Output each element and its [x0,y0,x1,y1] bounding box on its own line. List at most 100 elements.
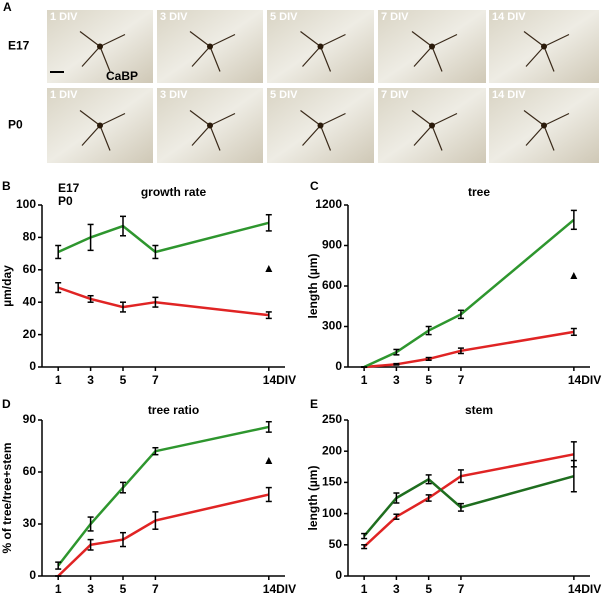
error-bar [55,561,62,570]
error-bar [120,481,126,494]
error-bar [570,327,577,337]
error-bar [152,511,159,530]
error-bar [393,513,400,520]
y-tick-label: 300 [322,319,342,333]
y-tick-label: 250 [322,412,342,426]
day-label: 14 DIV [492,89,526,101]
x-tick-label: 5 [425,582,432,596]
error-bar [120,215,126,237]
error-bar [457,502,464,512]
series-line [363,474,575,537]
y-axis-label: µm/day [0,265,14,307]
error-bar [152,296,159,308]
soma [541,122,547,129]
neuron [300,31,346,72]
x-tick-label: 5 [120,582,127,596]
series-line [57,286,269,317]
error-bar [87,223,94,252]
micrograph: 7 DIV [378,88,486,163]
micrograph: 1 DIV [47,88,153,163]
x-tick-label: 7 [152,373,159,387]
panel-letter: B [2,179,11,193]
error-bar [425,325,432,336]
day-label: 1 DIV [50,11,78,23]
significance-marker: ▲ [568,268,580,282]
error-bar [425,494,432,502]
stain-label: CaBP [106,69,138,83]
y-tick-label: 60 [23,262,37,276]
error-bar [87,294,94,303]
y-tick-label: 1200 [315,197,342,211]
chart-title: growth rate [141,185,207,199]
x-tick-label: 3 [393,582,400,596]
x-tick-label: 3 [393,373,400,387]
x-tick-label: 1 [361,582,368,596]
soma [429,43,435,50]
error-bar [425,356,432,361]
neuron [300,110,346,151]
y-tick-label: 20 [23,327,37,341]
row-label: E17 [8,39,30,53]
error-bar [393,362,400,366]
x-tick-label: 14DIV [263,373,296,387]
error-bar [361,532,368,540]
neuron [523,110,570,151]
y-tick-label: 600 [322,278,342,292]
row-label: P0 [8,118,23,132]
error-bar [152,446,159,456]
micrograph: 5 DIV [267,10,374,83]
panel-letter: C [310,179,319,193]
x-tick-label: 3 [87,373,94,387]
y-tick-label: 100 [16,197,36,211]
day-label: 3 DIV [160,11,188,23]
soma [429,122,435,129]
y-tick-label: 30 [23,516,37,530]
chart-title: tree [468,185,490,199]
micrograph: 3 DIV [157,10,263,83]
y-axis-label: length (µm) [306,254,320,319]
y-tick-label: 150 [322,475,342,489]
soma [97,43,103,50]
y-tick-label: 200 [322,443,342,457]
error-bar [457,309,464,320]
error-bar [265,213,272,232]
y-axis-label: % of tree/tree+stem [0,442,14,553]
series-line [57,493,270,577]
y-tick-label: 60 [23,464,37,478]
soma [541,43,547,50]
error-bar [393,492,400,504]
day-label: 3 DIV [160,89,188,101]
y-tick-label: 0 [335,568,342,582]
error-bar [457,469,464,484]
neuron [79,110,126,151]
x-tick-label: 5 [120,373,127,387]
soma [317,43,324,50]
error-bar [457,347,464,355]
error-bar [55,244,62,260]
error-bar [265,420,272,433]
chart-title: stem [465,403,493,417]
error-bar [570,459,577,493]
x-tick-label: 1 [55,582,62,596]
panel-letter: E [310,397,318,411]
error-bar [393,348,400,356]
error-bar [55,282,62,294]
y-axis-label: length (µm) [306,466,320,531]
y-tick-label: 50 [329,537,343,551]
x-tick-label: 7 [458,582,465,596]
day-label: 7 DIV [381,11,409,23]
neuron [189,31,236,72]
panel-letter: A [3,0,12,14]
day-label: 7 DIV [381,89,409,101]
x-tick-label: 7 [152,582,159,596]
x-tick-label: 3 [87,582,94,596]
y-tick-label: 40 [23,294,37,308]
neuron [79,31,126,72]
neuron [411,110,458,151]
soma [207,122,213,129]
micrograph: 7 DIV [378,10,486,83]
x-tick-label: 14DIV [568,373,601,387]
error-bar [87,538,94,551]
day-label: 5 DIV [270,89,298,101]
micrograph: 14 DIV [489,10,599,83]
